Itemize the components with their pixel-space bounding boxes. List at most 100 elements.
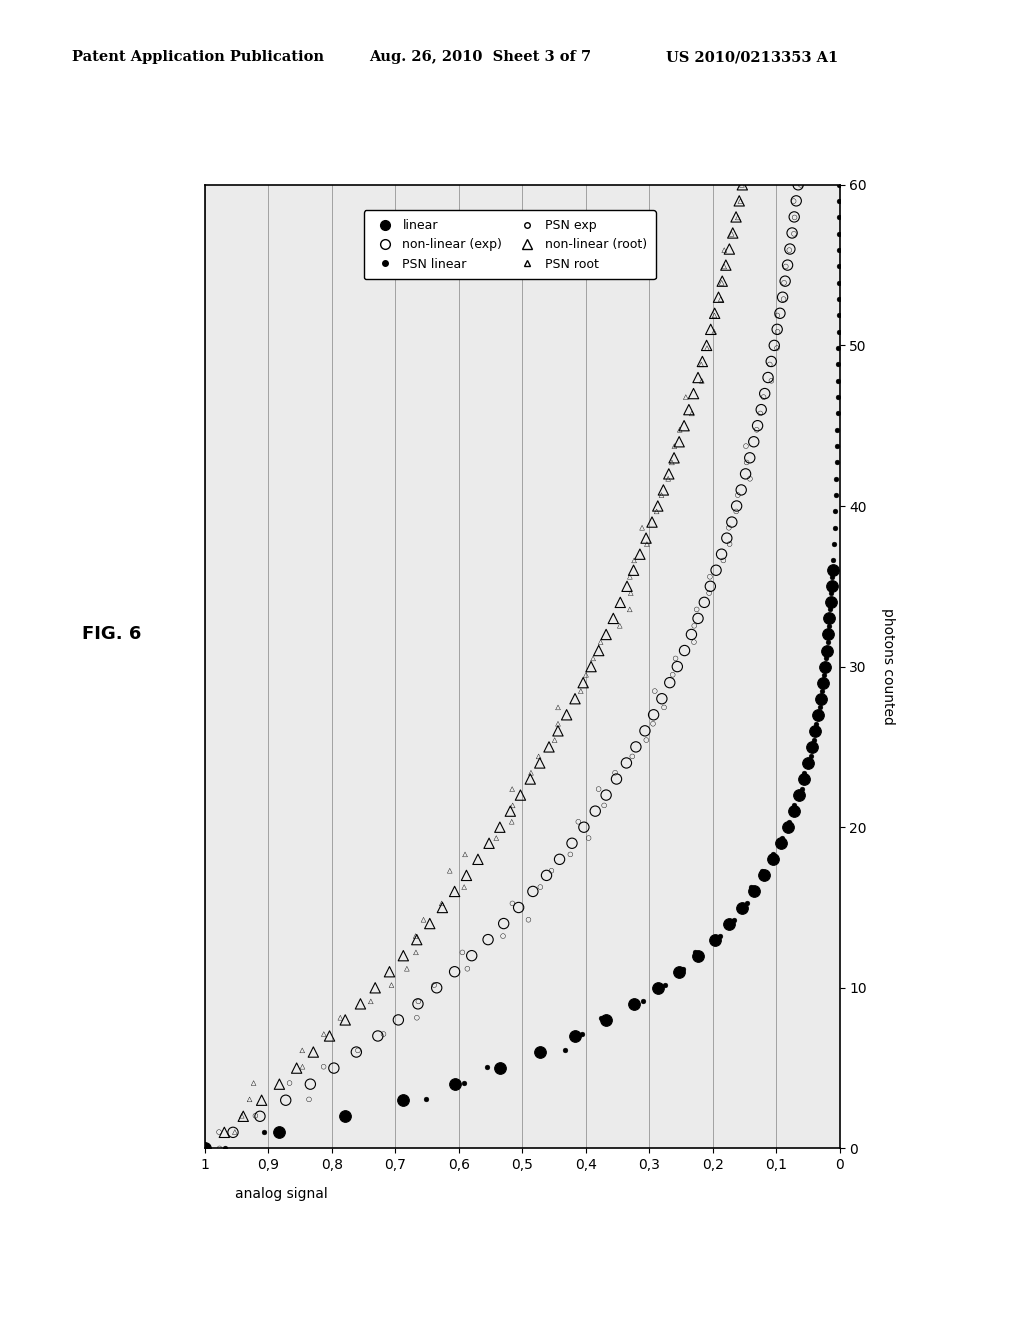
Point: [315, 1023, 332, 1044]
Point: [246, 1073, 262, 1094]
Point: [456, 876, 472, 898]
Point: [816, 656, 833, 677]
Point: [738, 451, 755, 473]
Point: [504, 892, 520, 913]
Point: [662, 672, 678, 693]
Point: [612, 591, 629, 612]
Point: [707, 305, 723, 326]
Point: [520, 909, 537, 931]
Point: [672, 420, 688, 441]
Point: [410, 993, 426, 1014]
Point: [667, 436, 683, 457]
Point: [622, 566, 638, 587]
Point: [749, 420, 765, 441]
Point: [769, 305, 785, 326]
Point: [671, 432, 687, 453]
Point: [495, 925, 511, 946]
Point: [715, 550, 731, 572]
Point: [769, 338, 785, 359]
Point: [690, 607, 707, 630]
Point: [781, 239, 798, 260]
Point: [723, 223, 739, 244]
Point: [337, 1106, 353, 1127]
Point: [793, 174, 809, 195]
Point: [572, 681, 589, 702]
Point: [660, 463, 677, 484]
Point: [711, 286, 727, 308]
Point: [645, 713, 662, 734]
Point: [433, 892, 450, 913]
Point: [395, 945, 412, 966]
Point: [434, 898, 451, 919]
Point: [824, 560, 841, 581]
Point: [512, 784, 528, 805]
Point: [738, 892, 755, 913]
Point: [623, 582, 639, 603]
Point: [478, 1056, 495, 1077]
Point: [583, 656, 599, 677]
Point: [570, 812, 587, 833]
Point: [547, 730, 563, 751]
Point: [794, 779, 810, 800]
Point: [816, 664, 833, 685]
Text: FIG. 6: FIG. 6: [82, 624, 141, 643]
Point: [632, 544, 648, 565]
Point: [459, 958, 475, 979]
Point: [734, 898, 751, 919]
Point: [774, 828, 791, 849]
Point: [825, 533, 842, 554]
Point: [416, 909, 432, 931]
Point: [350, 1040, 367, 1061]
Point: [803, 746, 819, 767]
Point: [551, 849, 567, 870]
Point: [488, 828, 505, 849]
Point: [315, 1056, 332, 1077]
Point: [605, 607, 622, 630]
Point: [294, 1056, 310, 1077]
Point: [696, 591, 713, 612]
Point: [634, 517, 650, 539]
Point: [567, 688, 584, 709]
Point: [830, 190, 847, 211]
Point: [550, 713, 566, 734]
Point: [638, 730, 654, 751]
Point: [821, 607, 838, 630]
Point: [690, 945, 707, 966]
Point: [409, 1007, 425, 1028]
Point: [233, 1105, 250, 1126]
Point: [824, 566, 841, 587]
Point: [649, 495, 666, 516]
Point: [706, 321, 722, 342]
Point: [813, 681, 829, 702]
Point: [826, 517, 843, 539]
Point: [666, 447, 682, 469]
Point: [780, 812, 797, 833]
Point: [693, 370, 710, 391]
Point: [197, 1138, 213, 1159]
Point: [587, 800, 603, 821]
Point: [532, 876, 549, 898]
Point: [289, 1057, 305, 1078]
Point: [464, 945, 480, 966]
Point: [455, 942, 471, 964]
Point: [655, 697, 672, 718]
Point: [649, 977, 666, 998]
Point: [332, 1007, 348, 1028]
Point: [598, 624, 614, 645]
Point: [302, 1073, 318, 1094]
Point: [502, 800, 518, 821]
Point: [784, 222, 801, 243]
Point: [408, 942, 424, 964]
Point: [446, 880, 463, 902]
Point: [790, 174, 806, 195]
Point: [381, 961, 397, 982]
Point: [639, 533, 655, 554]
Point: [786, 207, 803, 228]
Point: [763, 351, 779, 372]
Point: [830, 239, 847, 260]
Point: [701, 566, 718, 587]
Point: [567, 1026, 584, 1047]
Point: [772, 302, 788, 323]
Point: [305, 1041, 322, 1063]
Point: [681, 399, 697, 420]
